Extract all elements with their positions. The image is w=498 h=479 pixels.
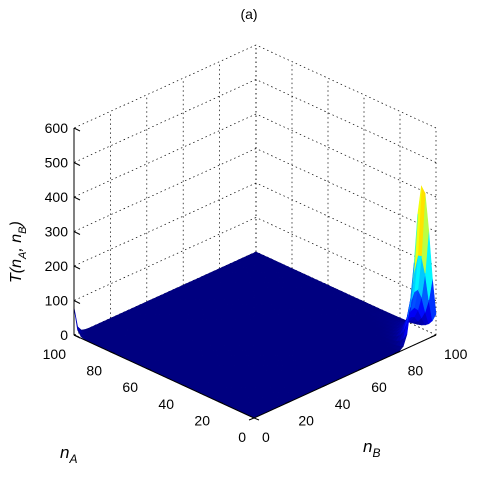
x-tick-label: 60 — [122, 379, 138, 395]
y-tick — [358, 367, 364, 371]
chart-title: (a) — [240, 6, 257, 22]
x-tick — [181, 384, 188, 388]
z-tick-label: 200 — [45, 258, 69, 274]
y-tick-label: 80 — [408, 363, 424, 379]
y-tick — [430, 334, 437, 338]
grid-line — [255, 217, 437, 301]
y-tick — [285, 400, 291, 404]
z-tick — [73, 127, 81, 132]
z-tick — [73, 300, 81, 304]
x-tick — [253, 417, 260, 421]
x-axis-line — [73, 334, 255, 419]
grid-line — [73, 113, 257, 198]
surface — [73, 185, 437, 419]
x-tick-label: 100 — [43, 346, 67, 362]
grid-line — [255, 148, 437, 232]
grid-line — [73, 44, 257, 129]
y-tick-label: 100 — [444, 346, 468, 362]
z-tick — [73, 265, 81, 270]
grid-line — [255, 44, 437, 129]
y-axis-label: nB — [363, 437, 380, 460]
x-tick — [73, 334, 80, 338]
z-tick-label: 600 — [45, 120, 69, 136]
y-tick — [394, 351, 400, 355]
y-tick — [248, 417, 255, 421]
z-tick — [73, 162, 81, 166]
x-tick-label: 20 — [194, 412, 210, 428]
x-tick-label: 40 — [158, 396, 174, 412]
z-tick-label: 0 — [60, 327, 68, 343]
x-tick — [109, 351, 116, 355]
grid-line — [255, 79, 437, 163]
grid-line — [255, 113, 437, 198]
grid-line — [255, 182, 437, 267]
y-tick-label: 40 — [335, 396, 351, 412]
x-tick-label: 0 — [238, 429, 246, 445]
grid-line — [73, 148, 257, 232]
grid-line — [73, 217, 257, 301]
z-tick-label: 100 — [45, 293, 69, 309]
x-tick — [145, 367, 152, 371]
z-tick-label: 500 — [45, 155, 69, 171]
z-tick-label: 400 — [45, 189, 69, 205]
axes-box — [73, 127, 437, 421]
y-tick — [321, 384, 327, 388]
grid-line — [73, 182, 257, 267]
z-axis-label: T(nA, nB) — [8, 221, 29, 283]
x-tick — [217, 400, 224, 404]
grid-line — [73, 79, 257, 163]
z-tick-label: 300 — [45, 224, 69, 240]
z-tick — [73, 231, 81, 235]
x-axis-label: nA — [60, 443, 77, 466]
tick-labels: 0 100 200 300 400 500 600 0 20 40 60 80 100 0 20 40 60 80… — [43, 120, 468, 445]
z-tick — [73, 196, 81, 201]
y-tick-label: 60 — [371, 379, 387, 395]
y-tick-label: 0 — [262, 429, 270, 445]
y-axis-line — [253, 334, 437, 419]
x-tick-label: 80 — [86, 363, 102, 379]
y-tick-label: 20 — [298, 412, 314, 428]
